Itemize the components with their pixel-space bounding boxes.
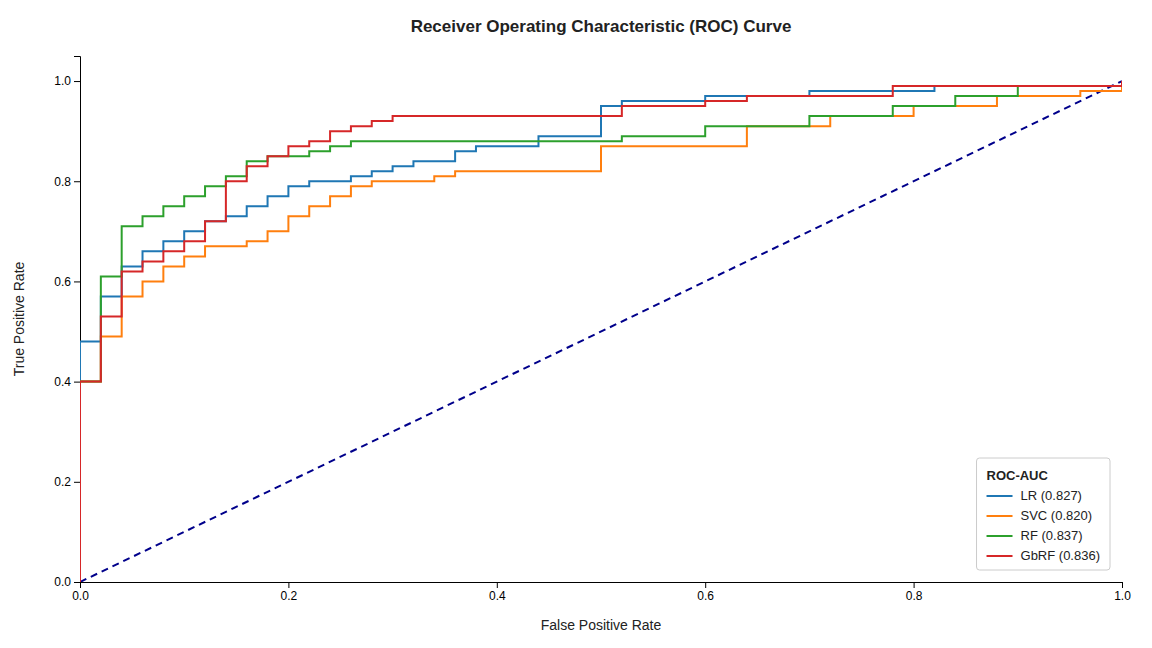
tick: 0.6 [54, 275, 80, 289]
legend-label: RF (0.837) [1021, 528, 1083, 543]
tick-label: 0.2 [281, 589, 298, 603]
axis-domain [81, 583, 1123, 589]
tick-mark [1122, 582, 1123, 588]
plot-area [80, 81, 1122, 582]
legend: ROC-AUC LR (0.827) SVC (0.820) RF (0.837) Gb… [977, 458, 1110, 570]
tick: 0.2 [281, 582, 298, 603]
tick-label: 0.4 [54, 375, 71, 389]
legend-label: LR (0.827) [1021, 488, 1082, 503]
x-axis-title: False Positive Rate [541, 617, 662, 633]
y-axis: 0.0 0.2 0.4 0.6 0.8 1.0 [54, 57, 80, 590]
tick: 0.2 [54, 475, 80, 489]
tick-label: 0.6 [54, 275, 71, 289]
title: Receiver Operating Characteristic (ROC) … [411, 17, 792, 36]
tick: 0.6 [697, 582, 714, 603]
roc-curve [80, 81, 1122, 582]
roc-curve [80, 81, 1122, 582]
tick-label: 1.0 [54, 74, 71, 88]
tick-label: 0.0 [54, 575, 71, 589]
tick-mark [74, 281, 80, 282]
legend-swatch [987, 515, 1013, 517]
tick-label: 0.4 [489, 589, 506, 603]
axis-domain [74, 57, 81, 583]
tick-label: 0.6 [697, 589, 714, 603]
tick-mark [705, 582, 706, 588]
roc-curve [80, 81, 1122, 582]
roc-curve [80, 81, 1122, 582]
legend-title: ROC-AUC [987, 468, 1049, 483]
x-axis: 0.0 0.2 0.4 0.6 0.8 1.0 [72, 582, 1131, 603]
legend-box [977, 458, 1110, 570]
legend-label: SVC (0.820) [1021, 508, 1093, 523]
y-axis-title: True Positive Rate [11, 261, 27, 376]
tick: 0.4 [54, 375, 80, 389]
tick: 0.0 [72, 582, 89, 603]
tick-mark [74, 181, 80, 182]
tick-mark [74, 81, 80, 82]
tick-label: 0.0 [72, 589, 89, 603]
tick-mark [74, 382, 80, 383]
reference-line [80, 81, 1122, 582]
tick-mark [74, 482, 80, 483]
tick-mark [914, 582, 915, 588]
legend-swatch [987, 555, 1013, 557]
legend-swatch [987, 495, 1013, 497]
tick-label: 0.8 [54, 175, 71, 189]
tick-label: 0.2 [54, 475, 71, 489]
legend-label: GbRF (0.836) [1021, 548, 1100, 563]
chart: 0.0 0.2 0.4 0.6 0.8 1.0 0.0 0.2 0.4 0.6 0.8 1.0 Rece… [0, 0, 1152, 648]
tick: 0.0 [54, 575, 80, 589]
tick: 1.0 [1114, 582, 1131, 603]
tick-mark [288, 582, 289, 588]
legend-swatch [987, 535, 1013, 537]
tick: 1.0 [54, 74, 80, 88]
tick: 0.8 [54, 175, 80, 189]
tick: 0.8 [906, 582, 923, 603]
tick-mark [74, 582, 80, 583]
tick-label: 1.0 [1114, 589, 1131, 603]
tick-mark [497, 582, 498, 588]
tick: 0.4 [489, 582, 506, 603]
tick-label: 0.8 [906, 589, 923, 603]
